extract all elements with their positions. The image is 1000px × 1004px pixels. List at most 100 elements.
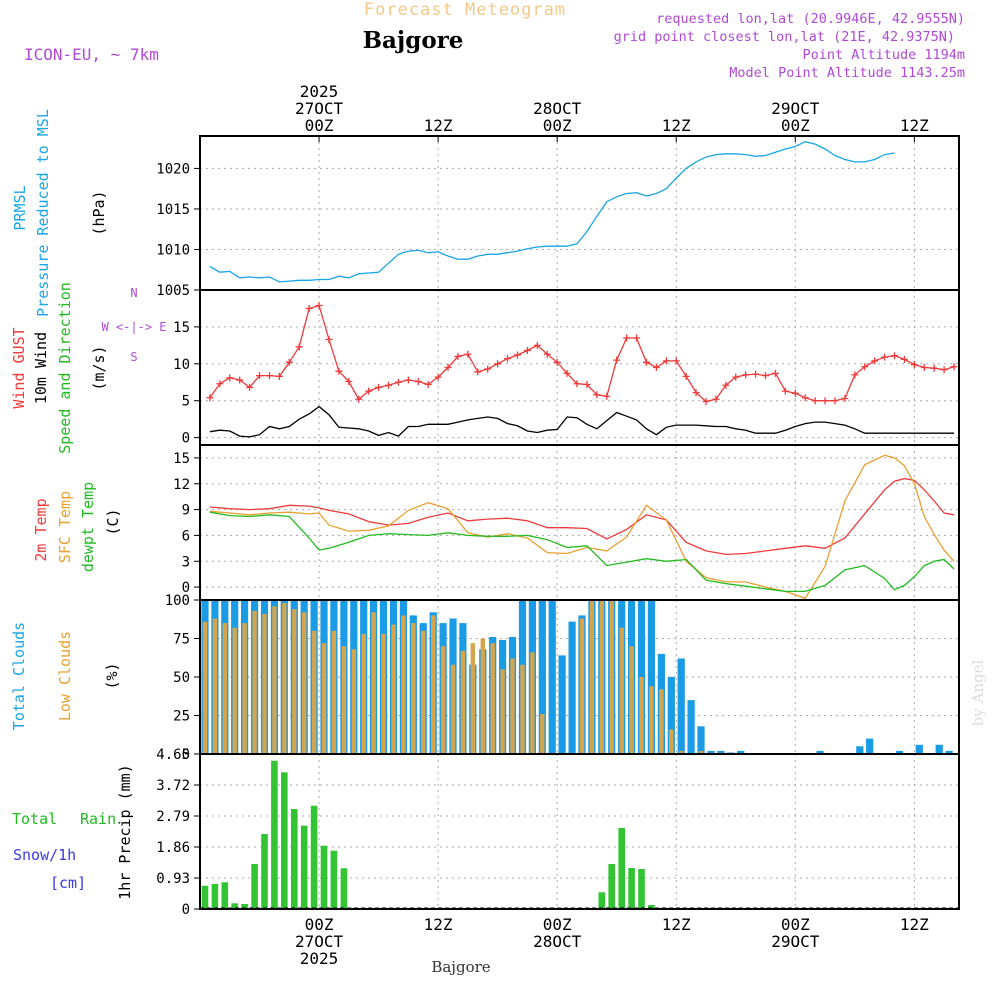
- low-cloud-bar: [212, 618, 218, 754]
- low-cloud-bar: [460, 650, 466, 754]
- label-2m-temp: 2m Temp: [32, 498, 50, 561]
- low-cloud-bar: [202, 621, 208, 754]
- rain-bar: [281, 772, 288, 909]
- wind-gust-marker: [285, 358, 293, 366]
- wind-gust-marker: [762, 372, 770, 380]
- wind-gust-marker: [752, 370, 760, 378]
- label-10m-wind: 10m Wind: [32, 332, 50, 404]
- label-ms: (m/s): [90, 345, 108, 390]
- line-layer: [200, 141, 959, 909]
- wind-gust-marker: [881, 353, 889, 361]
- top-time-label: 12Z: [662, 116, 691, 135]
- total-cloud-bar: [856, 746, 864, 754]
- rain-bar: [231, 903, 238, 909]
- bottom-time-label: 12Z: [900, 915, 929, 934]
- total-cloud-bar: [538, 600, 546, 754]
- low-cloud-bar: [599, 600, 604, 754]
- wind-gust-marker: [811, 397, 819, 405]
- total-cloud-bar: [677, 658, 685, 754]
- label-hpa: (hPa): [90, 190, 108, 235]
- wind-gust-marker: [444, 364, 452, 371]
- wind-gust-marker: [563, 369, 571, 377]
- rain-bar: [261, 834, 268, 909]
- bottom-time-label: 12Z: [662, 915, 691, 934]
- total-cloud-bar: [717, 750, 725, 754]
- wind-gust-marker: [593, 391, 601, 399]
- rain-bar: [241, 904, 248, 909]
- rain-bar: [628, 868, 635, 909]
- wind-gust-marker: [821, 397, 829, 405]
- forecast-title: Forecast Meteogram: [364, 0, 566, 20]
- station-name: Bajgore: [363, 27, 464, 54]
- point-altitude: Point Altitude 1194m: [802, 47, 965, 63]
- y-tick-label-4: 3.72: [156, 778, 190, 794]
- wind-gust-marker: [771, 369, 779, 377]
- bottom-time-label: 00Z: [305, 915, 334, 934]
- low-cloud-bar: [232, 627, 237, 754]
- low-cloud-bar: [530, 652, 535, 754]
- wind-gust-marker: [910, 361, 918, 369]
- bottom-time-label: 2025: [300, 949, 339, 968]
- low-cloud-bar: [579, 618, 585, 754]
- wind-gust-marker: [256, 372, 264, 380]
- temp-2m-line: [209, 477, 955, 556]
- total-cloud-bar: [647, 600, 655, 754]
- low-cloud-bar: [361, 633, 366, 754]
- y-tick-label-0: 1015: [156, 202, 190, 218]
- wind-gust-marker: [236, 376, 244, 384]
- low-cloud-bar: [619, 627, 624, 754]
- wind-gust-marker: [434, 373, 442, 381]
- label-rain: Rain: [80, 810, 116, 828]
- wind-gust-marker: [722, 381, 730, 389]
- low-cloud-bar: [381, 633, 386, 754]
- low-cloud-bar: [698, 750, 704, 754]
- wind-gust-marker: [474, 368, 482, 376]
- wind-gust-marker: [513, 351, 521, 359]
- y-tick-label-4: 4.65: [156, 747, 190, 763]
- wind-gust-marker: [573, 380, 581, 388]
- low-cloud-bar: [401, 615, 406, 754]
- rain-bar: [648, 905, 655, 909]
- wind-gust-marker: [920, 364, 928, 371]
- wind-gust-marker: [454, 352, 462, 360]
- total-cloud-bar: [935, 744, 943, 754]
- y-tick-label-0: 1020: [156, 161, 190, 177]
- label-celsius: (C): [104, 508, 122, 535]
- wind-gust-marker: [484, 365, 492, 373]
- wind-gust-marker: [345, 378, 353, 386]
- wind-gust-marker: [464, 350, 472, 358]
- low-cloud-bar: [659, 689, 664, 754]
- low-cloud-bar: [292, 609, 297, 754]
- low-cloud-bar: [272, 606, 277, 754]
- rain-bar: [271, 760, 278, 909]
- total-cloud-bar: [667, 677, 675, 754]
- temp-sfc-line: [209, 454, 955, 600]
- wind-gust-marker: [394, 378, 402, 386]
- y-tick-label-4: 2.79: [156, 809, 190, 825]
- wind-gust-marker: [583, 380, 591, 388]
- label-wind-gust: Wind GUST: [10, 327, 28, 408]
- y-tick-label-0: 1010: [156, 242, 190, 258]
- low-cloud-bar: [411, 623, 416, 754]
- wind-gust-marker: [672, 357, 680, 365]
- wind-gust-marker: [871, 357, 879, 365]
- total-cloud-bar: [558, 655, 566, 754]
- compass-n: N: [130, 286, 137, 300]
- rain-bar: [608, 864, 615, 909]
- wind-gust-marker: [940, 366, 948, 374]
- low-cloud-bar: [252, 610, 257, 754]
- low-cloud-bar: [421, 630, 426, 754]
- low-cloud-bar: [510, 658, 515, 754]
- wind-gust-marker: [891, 352, 899, 360]
- wind-gust-marker: [623, 334, 631, 342]
- low-cloud-bar: [470, 643, 475, 754]
- wind-gust-marker: [613, 356, 621, 364]
- wind-gust-marker: [851, 371, 859, 379]
- wind-gust-marker: [861, 363, 869, 371]
- top-time-label: 00Z: [543, 116, 572, 135]
- total-cloud-bar: [866, 738, 874, 754]
- wind-gust-marker: [246, 383, 254, 391]
- total-cloud-bar: [915, 744, 923, 754]
- total-cloud-bar: [568, 621, 576, 754]
